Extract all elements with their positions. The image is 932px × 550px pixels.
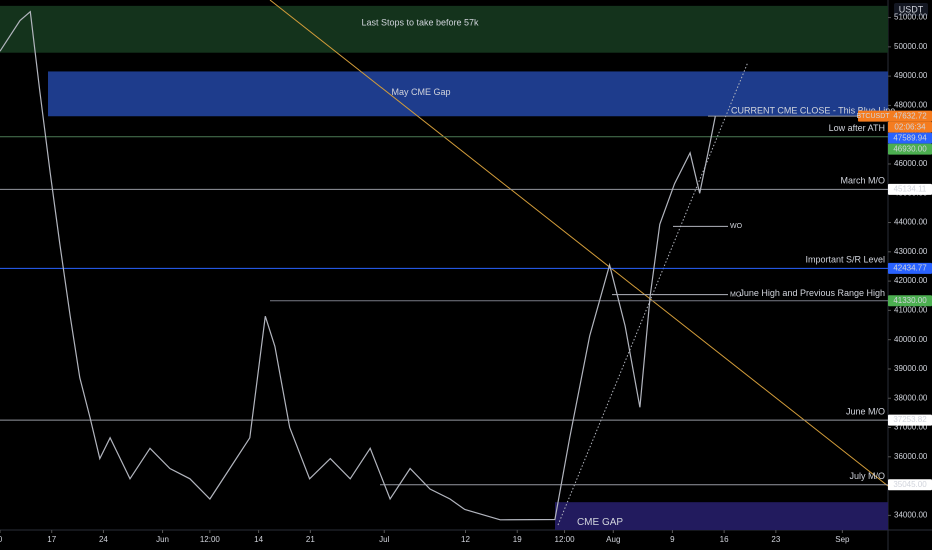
y-tick-label: 38000.00: [894, 393, 928, 402]
y-tick-label: 39000.00: [894, 364, 928, 373]
x-tick-label: 14: [254, 535, 263, 544]
price-tag: [888, 132, 932, 144]
countdown-label: 02:06:34: [894, 122, 926, 131]
level-label: March M/O: [840, 176, 885, 186]
x-tick-label: 0: [0, 535, 3, 544]
y-tick-label: 36000.00: [894, 452, 928, 461]
x-tick-label: 9: [670, 535, 675, 544]
price-tag-label: 47632.72: [893, 111, 927, 120]
x-tick-label: 21: [306, 535, 315, 544]
price-tag-label: 37253.82: [893, 415, 927, 424]
x-tick-label: Jun: [156, 535, 169, 544]
zone: [0, 5, 888, 53]
price-tag: [888, 143, 932, 155]
price-tag-label: 45134.11: [894, 184, 927, 193]
y-tick-label: 50000.00: [894, 42, 928, 51]
y-tick-label: 46000.00: [894, 159, 928, 168]
zone-label: May CME Gap: [391, 87, 450, 97]
price-axis: [888, 0, 932, 550]
trend-line: [557, 61, 749, 526]
price-tag-label: 41330.00: [893, 296, 927, 305]
y-tick-label: 42000.00: [894, 276, 928, 285]
zone-label: Last Stops to take before 57k: [361, 18, 479, 28]
countdown-tag: [888, 121, 932, 133]
y-tick-label: 49000.00: [894, 71, 928, 80]
price-tag: [888, 295, 932, 307]
level-label: CURRENT CME CLOSE - This Blue Line: [731, 106, 895, 116]
price-tag-label: 47589.94: [893, 133, 927, 142]
trend-line: [269, 0, 889, 487]
currency: USDT: [899, 4, 924, 14]
price-tag: [888, 414, 932, 426]
mark-label: MO: [730, 291, 742, 298]
x-tick-label: Sep: [835, 535, 850, 544]
price-tag: [888, 110, 932, 122]
x-tick-label: 12:00: [555, 535, 576, 544]
zone-label: CME GAP: [577, 517, 623, 528]
price-tag-label: 35045.00: [893, 480, 927, 489]
x-tick-label: 16: [720, 535, 729, 544]
x-tick-label: 12: [461, 535, 470, 544]
price-tag: [888, 183, 932, 195]
mark-label: WO: [730, 223, 743, 230]
x-tick-label: Jul: [379, 535, 389, 544]
x-tick-label: Aug: [606, 535, 620, 544]
x-tick-label: 19: [513, 535, 522, 544]
price-line: [0, 10, 716, 521]
level-label: July M/O: [849, 471, 885, 481]
price-tag: [888, 479, 932, 491]
x-tick-label: 17: [47, 535, 56, 544]
y-tick-label: 40000.00: [894, 335, 928, 344]
y-tick-label: 43000.00: [894, 247, 928, 256]
x-tick-label: 23: [771, 535, 780, 544]
level-label: June High and Previous Range High: [739, 288, 885, 298]
y-tick-label: 51000.00: [894, 13, 928, 22]
price-tag-label: 46930.00: [893, 144, 927, 153]
symbol-tag-label: BTCUSDT: [856, 113, 890, 120]
currency-box: [894, 3, 928, 16]
price-tag: [888, 262, 932, 274]
symbol-tag: [858, 110, 888, 122]
price-tag-label: 42434.77: [893, 263, 927, 272]
level-label: Low after ATH: [829, 123, 885, 133]
y-tick-label: 44000.00: [894, 218, 928, 227]
y-tick-label: 48000.00: [894, 101, 928, 110]
zone: [555, 502, 888, 530]
level-label: June M/O: [846, 406, 885, 416]
y-tick-label: 37000.00: [894, 423, 928, 432]
zone: [48, 71, 888, 117]
x-tick-label: 12:00: [200, 535, 221, 544]
y-tick-label: 41000.00: [894, 305, 928, 314]
level-label: Important S/R Level: [805, 255, 885, 265]
y-tick-label: 34000.00: [894, 510, 928, 519]
x-tick-label: 24: [99, 535, 108, 544]
